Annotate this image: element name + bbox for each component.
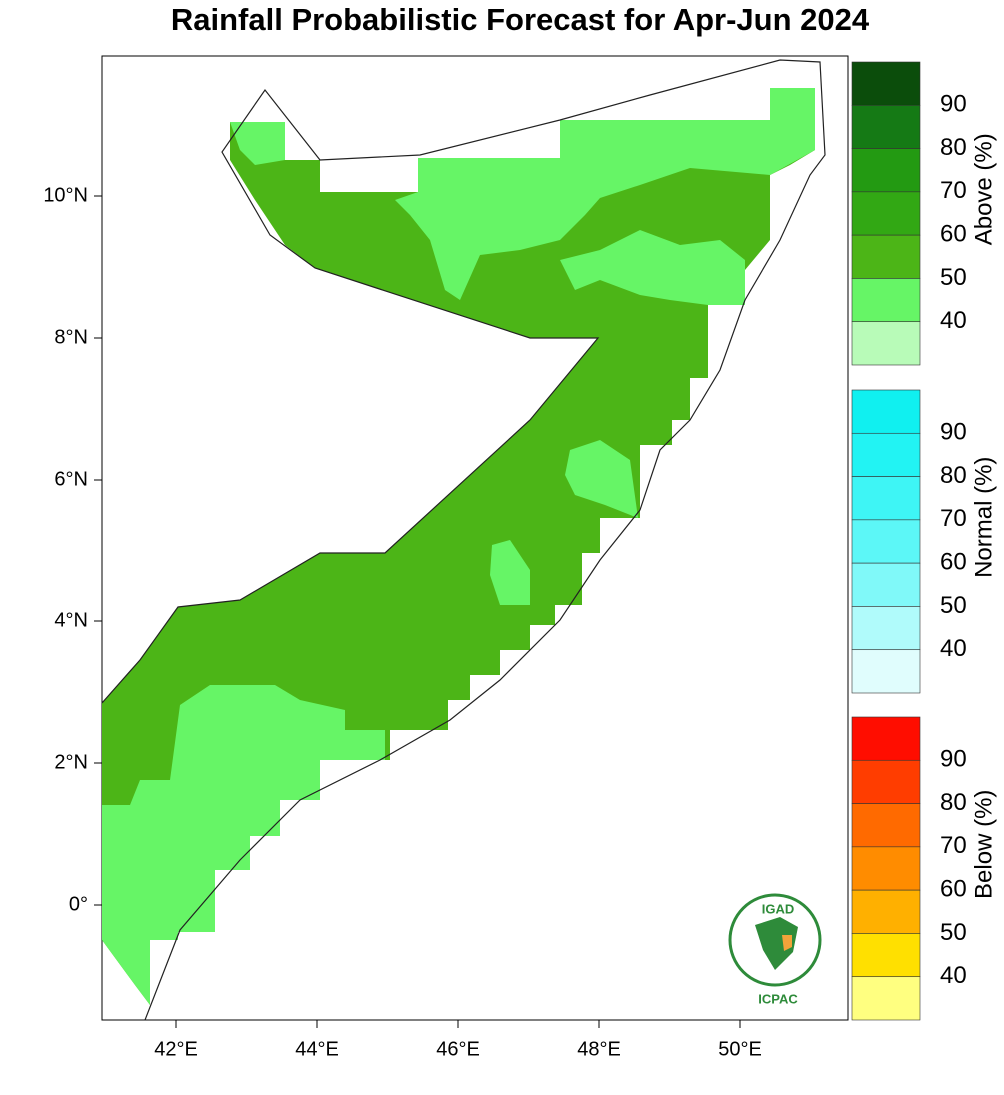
lon-label: 44°E	[295, 1038, 339, 1060]
legend-swatch	[851, 933, 921, 978]
axes: 10°N 8°N 6°N 4°N 2°N 0° 42°E 44°E 46°E 48°E 50°E	[43, 184, 761, 1060]
logo-bottom-text: ICPAC	[758, 991, 798, 1006]
legend-swatch	[851, 389, 921, 434]
legend-swatch	[851, 476, 921, 521]
legend-swatch	[851, 234, 921, 279]
legend-swatch	[851, 846, 921, 891]
logo-africa	[755, 917, 798, 970]
somalia-map	[101, 59, 826, 1021]
legend-title: Below (%)	[970, 790, 997, 899]
legend-tick-label: 90	[940, 746, 967, 773]
legend-tick-label: 80	[940, 134, 967, 161]
logo-top-text: IGAD	[762, 901, 795, 916]
legend-tick-label: 60	[940, 220, 967, 247]
lon-label: 50°E	[718, 1038, 762, 1060]
legend-tick-label: 60	[940, 548, 967, 575]
legend-tick-label: 70	[940, 505, 967, 532]
lon-label: 46°E	[436, 1038, 480, 1060]
lat-label: 2°N	[54, 751, 88, 773]
region-above-40-north	[395, 88, 815, 300]
legend-tick-label: 40	[940, 635, 967, 662]
lon-label: 48°E	[577, 1038, 621, 1060]
map-title: Rainfall Probabilistic Forecast for Apr-…	[171, 2, 870, 37]
legend-swatch	[851, 61, 921, 106]
logo-region	[782, 935, 792, 951]
lat-label: 8°N	[54, 326, 88, 348]
legend-swatch	[851, 889, 921, 934]
legend-swatch	[851, 432, 921, 477]
legend-swatch	[851, 716, 921, 761]
legend-tick-label: 50	[940, 919, 967, 946]
legend-tick-label: 90	[940, 419, 967, 446]
legend-swatch	[851, 278, 921, 323]
legend-swatch	[851, 562, 921, 607]
legend-tick-label: 60	[940, 875, 967, 902]
lat-label: 10°N	[43, 184, 88, 206]
igad-logo: IGAD ICPAC	[728, 893, 822, 1006]
legend-tick-label: 40	[940, 307, 967, 334]
legend-tick-label: 40	[940, 962, 967, 989]
legend-tick-label: 70	[940, 832, 967, 859]
lat-label: 4°N	[54, 609, 88, 631]
legend-tick-label: 80	[940, 789, 967, 816]
legend-swatch	[851, 104, 921, 149]
legend-swatch	[851, 976, 921, 1021]
legend-tick-label: 90	[940, 91, 967, 118]
region-above-40-nw	[230, 122, 285, 165]
region-above-40-east	[560, 230, 745, 305]
region-above-40-patch	[490, 540, 530, 605]
legend-tick-label: 70	[940, 177, 967, 204]
coastline	[101, 59, 826, 1021]
legend-swatch	[851, 148, 921, 193]
legend-swatch	[851, 803, 921, 848]
legend-title: Above (%)	[970, 133, 997, 245]
region-above-40-south	[102, 685, 385, 1005]
lat-label: 0°	[69, 893, 88, 915]
legend-tick-label: 50	[940, 264, 967, 291]
legend-swatch	[851, 759, 921, 804]
legend-swatch	[851, 321, 921, 366]
legend-tick-label: 50	[940, 592, 967, 619]
legend-swatch	[851, 191, 921, 236]
legend-tick-label: 80	[940, 462, 967, 489]
legend-swatch	[851, 606, 921, 651]
region-above-40-central	[565, 440, 638, 518]
lat-label: 6°N	[54, 468, 88, 490]
lon-label: 42°E	[154, 1038, 198, 1060]
legend-swatch	[851, 519, 921, 564]
legend-swatch	[851, 649, 921, 694]
legend-title: Normal (%)	[970, 457, 997, 578]
